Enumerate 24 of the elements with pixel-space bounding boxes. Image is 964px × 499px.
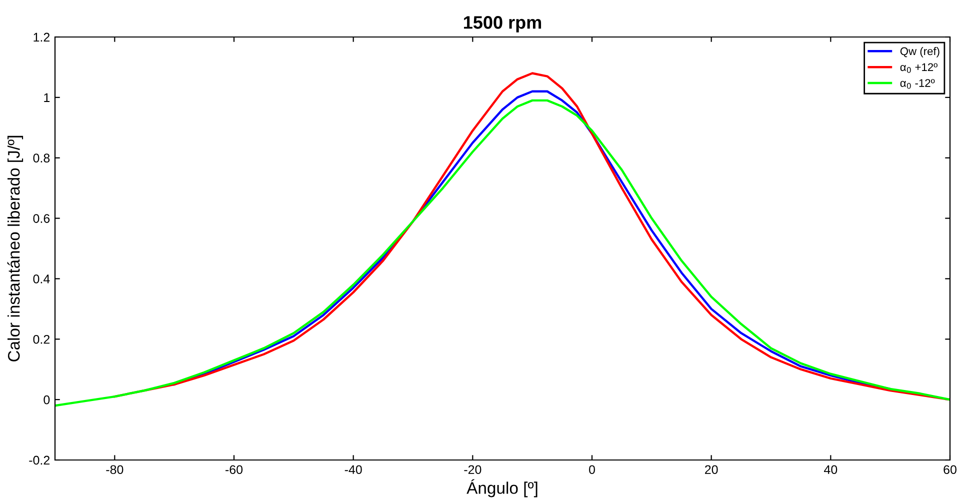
x-tick-label: 40 [824, 465, 838, 474]
chart-title: 1500 rpm [464, 16, 542, 32]
y-tick-label: 1 [44, 93, 50, 102]
x-tick-label: 0 [589, 465, 595, 474]
x-tick-label: -40 [344, 465, 362, 474]
legend-label: α$_{0}$ -12º [900, 79, 935, 89]
line-series [114, 72, 950, 401]
x-tick-label: 60 [944, 465, 956, 474]
y-tick-label: -0.2 [29, 456, 50, 465]
x-tick-label: -20 [464, 465, 482, 474]
x-axis-title: Ángulo [º] [466, 479, 538, 498]
y-tick-label: 1.2 [34, 32, 50, 42]
y-tick-label: 0.8 [33, 154, 50, 163]
x-tick-label: 20 [705, 465, 718, 474]
line-series [55, 99, 950, 407]
legend-label: α$_{0}$ +12º [900, 63, 938, 73]
y-tick-label: 0 [44, 395, 50, 404]
y-axis-title: Calor instantáneo liberado [J/º] [7, 136, 24, 362]
x-tick-label: -60 [226, 465, 243, 474]
y-tick-label: 0.4 [33, 274, 50, 284]
y-tick-label: 0.2 [33, 334, 50, 344]
legend-label: Qw (ref) [900, 47, 940, 58]
x-tick-label: -80 [106, 465, 124, 474]
y-tick-label: 0.6 [33, 214, 50, 223]
